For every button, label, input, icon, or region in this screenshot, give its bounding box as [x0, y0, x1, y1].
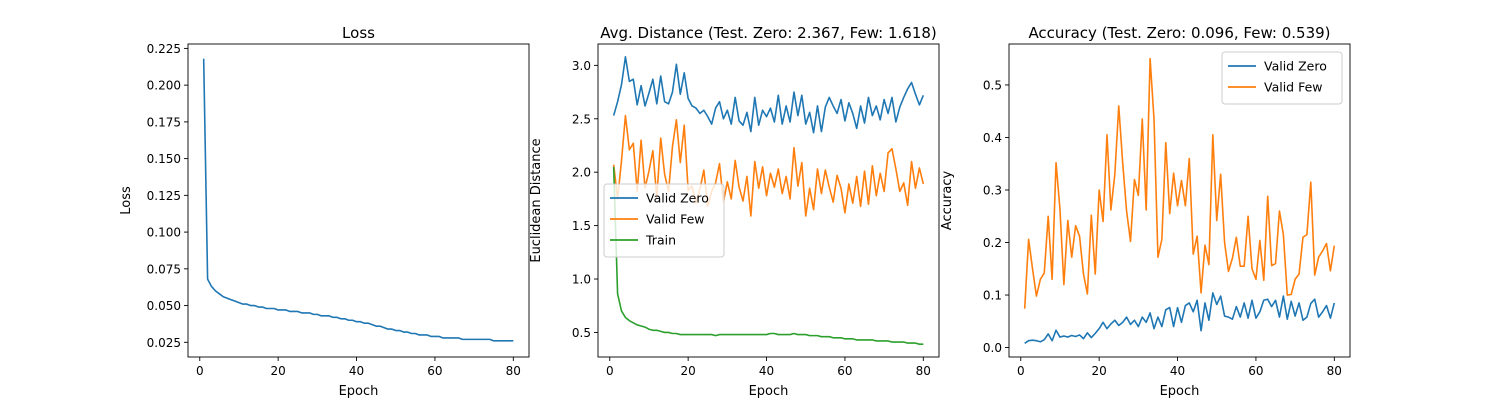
x-tick-label: 60	[837, 364, 852, 378]
y-tick-label: 3.0	[572, 59, 591, 73]
legend-entry: Valid Few	[1264, 80, 1323, 95]
x-axis-label: Epoch	[1160, 384, 1200, 399]
legend: Valid Zero Valid Few Train	[603, 183, 725, 258]
legend-box	[1221, 51, 1343, 105]
x-tick-label: 20	[1092, 364, 1107, 378]
y-tick-label: 0.5	[572, 326, 591, 340]
chart-title: Accuracy (Test. Zero: 0.096, Few: 0.539)	[1028, 24, 1330, 42]
legend: Valid Zero Valid Few	[1221, 51, 1343, 105]
y-axis-label: Accuracy	[940, 171, 955, 231]
legend-entry: Valid Zero	[1264, 59, 1327, 74]
y-tick-label: 2.5	[572, 112, 591, 126]
y-tick-label: 0.100	[147, 226, 181, 240]
x-tick-label: 0	[606, 364, 614, 378]
avg-distance-panel: 0 20 40 60 80 0.5 1.0 1.5 2.0 2.5 3.0 Avg. Distance…	[529, 24, 940, 399]
series-line-valid-zero	[1024, 292, 1336, 345]
x-tick-label: 60	[1248, 364, 1263, 378]
plot-frame	[597, 43, 940, 358]
y-tick-label: 2.0	[572, 166, 591, 180]
x-tick-label: 80	[916, 364, 931, 378]
x-tick-label: 40	[759, 364, 774, 378]
y-tick-label: 0.175	[147, 115, 181, 129]
y-tick-label: 0.200	[147, 79, 181, 93]
legend-box	[603, 183, 725, 258]
legend-entry: Valid Few	[646, 212, 705, 227]
y-tick-label: 0.3	[983, 183, 1002, 197]
y-tick-label: 0.2	[983, 236, 1002, 250]
loss-panel: 0 20 40 60 80 0.025 0.050 0.075 0.100 0.125 0.150 0…	[119, 24, 530, 399]
plot-frame	[187, 43, 530, 358]
y-tick-label: 1.0	[572, 273, 591, 287]
accuracy-panel: 0 20 40 60 80 0.0 0.1 0.2 0.3 0.4 0.5 Accuracy (Tes…	[940, 24, 1351, 399]
series-line-valid-few	[612, 114, 925, 217]
x-tick-label: 60	[427, 364, 442, 378]
legend-entry: Train	[645, 233, 676, 248]
x-tick-label: 80	[1327, 364, 1342, 378]
y-tick-label: 0.5	[983, 78, 1002, 92]
y-tick-label: 1.5	[572, 219, 591, 233]
x-axis-label: Epoch	[749, 384, 789, 399]
x-tick-label: 20	[271, 364, 286, 378]
y-tick-label: 0.150	[147, 152, 181, 166]
x-tick-label: 80	[506, 364, 521, 378]
y-axis-label: Euclidean Distance	[529, 138, 544, 262]
y-tick-label: 0.225	[147, 42, 181, 56]
y-tick-label: 0.050	[147, 299, 181, 313]
y-tick-label: 0.4	[983, 131, 1002, 145]
chart-title: Loss	[342, 24, 375, 42]
y-axis-label: Loss	[119, 186, 134, 215]
x-tick-label: 20	[681, 364, 696, 378]
y-tick-label: 0.025	[147, 336, 181, 350]
y-tick-label: 0.0	[983, 341, 1002, 355]
x-axis-label: Epoch	[339, 384, 379, 399]
x-tick-label: 40	[1170, 364, 1185, 378]
legend-entry: Valid Zero	[646, 191, 709, 206]
series-line-valid-zero	[612, 56, 925, 134]
x-tick-label: 0	[1017, 364, 1025, 378]
y-tick-label: 0.1	[983, 289, 1002, 303]
series-line-train	[612, 166, 924, 345]
chart-title: Avg. Distance (Test. Zero: 2.367, Few: 1…	[600, 24, 937, 42]
series-line-series	[202, 58, 514, 342]
series-line-valid-few	[1023, 57, 1336, 309]
plot-frame	[1008, 43, 1351, 358]
x-tick-label: 40	[349, 364, 364, 378]
x-tick-label: 0	[196, 364, 204, 378]
y-tick-label: 0.075	[147, 262, 181, 276]
y-tick-label: 0.125	[147, 189, 181, 203]
